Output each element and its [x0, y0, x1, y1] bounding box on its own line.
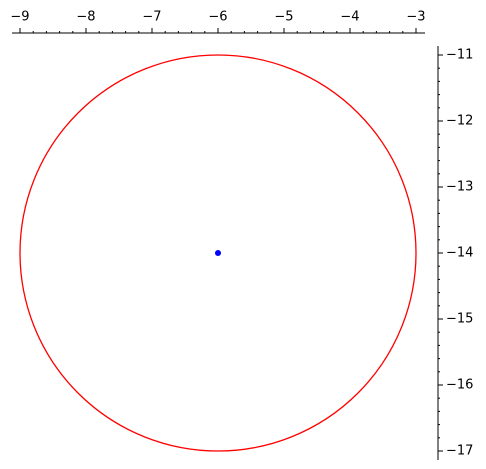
x-tick-label: −9	[10, 10, 29, 25]
x-tick-label: −4	[340, 10, 359, 25]
center-point	[215, 250, 221, 256]
x-major-ticks	[19, 28, 417, 33]
y-tick-label: −15	[446, 312, 473, 327]
y-tick-label: −17	[446, 444, 473, 459]
x-tick-label: −3	[406, 10, 425, 25]
x-tick-label: −8	[76, 10, 95, 25]
x-tick-label: −7	[142, 10, 161, 25]
y-major-ticks	[438, 54, 443, 452]
y-tick-label: −12	[446, 114, 473, 129]
circle-curve	[19, 54, 417, 452]
x-tick-labels: −9 −8 −7 −6 −5 −4 −3	[10, 10, 425, 25]
y-tick-label: −14	[446, 246, 473, 261]
y-tick-label: −11	[446, 48, 473, 63]
y-tick-label: −13	[446, 180, 473, 195]
x-tick-label: −6	[208, 10, 227, 25]
y-tick-labels: −11 −12 −13 −14 −15 −16 −17	[446, 48, 473, 459]
y-tick-label: −16	[446, 378, 473, 393]
x-axis: −9 −8 −7 −6 −5 −4 −3	[10, 10, 426, 34]
x-tick-label: −5	[274, 10, 293, 25]
y-axis: −11 −12 −13 −14 −15 −16 −17	[437, 46, 473, 460]
